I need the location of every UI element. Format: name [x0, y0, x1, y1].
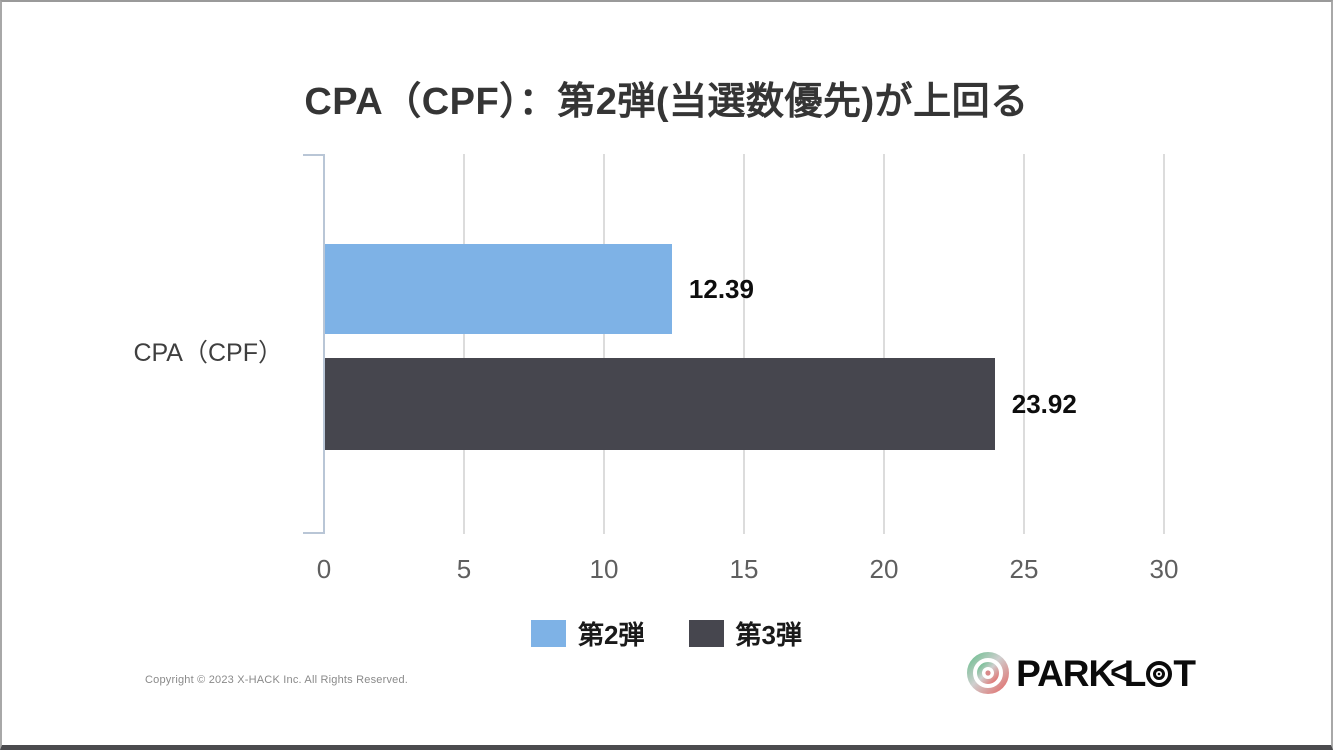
plot-area: 12.39 23.92	[303, 154, 1165, 534]
x-tick-label: 5	[456, 554, 472, 584]
parklot-wordmark: PARK < L T	[1016, 652, 1196, 694]
parklot-target-icon	[967, 652, 1010, 694]
legend-label: 第3弾	[735, 620, 802, 650]
bar-dai2dan	[325, 244, 672, 334]
legend-label: 第2弾	[578, 620, 645, 650]
legend: 第2弾 第3弾	[2, 615, 1331, 652]
chevron-glyph: <	[1110, 653, 1128, 692]
bar-value-label: 23.92	[1011, 388, 1077, 419]
gridline	[883, 154, 885, 534]
axis-tick-top	[303, 154, 325, 156]
parklot-logo: PARK < L T	[966, 651, 1196, 695]
legend-swatch-blue	[531, 620, 567, 647]
bar-row-series-1: 23.92	[325, 358, 1077, 450]
legend-item-dai2dan: 第2弾	[531, 615, 645, 652]
x-tick-label: 25	[1009, 554, 1039, 584]
y-axis-line	[323, 154, 325, 534]
bar-row-series-0: 12.39	[325, 244, 754, 334]
wordmark-part1: PARK	[1016, 652, 1115, 694]
gridline	[743, 154, 745, 534]
wordmark-part3: T	[1173, 652, 1196, 694]
bar-value-label: 12.39	[688, 273, 754, 304]
x-tick-label: 0	[316, 554, 332, 584]
x-tick-label: 20	[869, 554, 899, 584]
gridline	[603, 154, 605, 534]
x-tick-label: 10	[589, 554, 619, 584]
y-category-label: CPA（CPF）	[133, 339, 283, 367]
x-axis-tick-labels: 0 5 10 15 20 25 30	[317, 554, 1179, 588]
gridline	[1163, 154, 1165, 534]
target-o-icon	[1146, 661, 1173, 687]
x-tick-label: 30	[1149, 554, 1179, 584]
copyright-text: Copyright © 2023 X-HACK Inc. All Rights …	[145, 674, 409, 686]
chart-title: CPA（CPF）：第2弾(当選数優先)が上回る	[304, 81, 1029, 123]
legend-item-dai3dan: 第3弾	[688, 615, 802, 652]
wordmark-part2: L	[1123, 652, 1147, 694]
legend-swatch-dark	[688, 620, 724, 647]
axis-tick-bottom	[303, 532, 325, 534]
bar-dai3dan	[325, 358, 995, 450]
gridline	[463, 154, 465, 534]
gridline	[1023, 154, 1025, 534]
x-tick-label: 15	[729, 554, 759, 584]
